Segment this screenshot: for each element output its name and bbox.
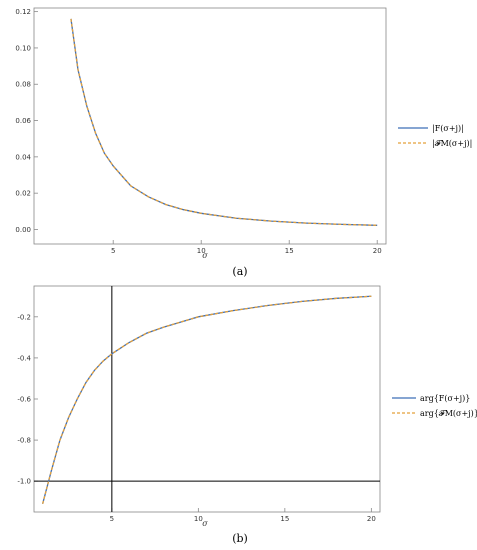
- legend-label-b-1: arg{𝓕M(σ+j)}: [420, 409, 477, 418]
- series-line-b-0: [42, 295, 372, 504]
- x-tick-label-a-3: 20: [373, 247, 382, 255]
- x-tick-label-b-3: 20: [367, 515, 376, 523]
- plot-frame-b: [33, 285, 381, 513]
- reference-lines-b: [34, 286, 380, 512]
- x-axis-label-b: σ: [202, 519, 208, 528]
- y-tick-label-b-3: -0.4: [17, 354, 31, 362]
- y-ticks-a: 0.00 0.02 0.04 0.06 0.08 0.10 0.12: [15, 8, 38, 234]
- y-tick-label-b-1: -0.8: [17, 437, 31, 445]
- x-tick-label-a-0: 5: [111, 247, 115, 255]
- y-tick-label-a-2: 0.04: [15, 153, 31, 161]
- x-tick-label-a-1: 10: [197, 247, 206, 255]
- caption-b: (b): [232, 532, 248, 545]
- y-tick-label-b-4: -0.2: [17, 313, 31, 321]
- x-ticks-b: 5 10 15 20: [110, 508, 376, 523]
- caption-a: (a): [232, 265, 247, 278]
- y-tick-label-a-3: 0.06: [15, 117, 31, 125]
- series-line-a-1: [70, 18, 378, 226]
- y-ticks-b: -1.0 -0.8 -0.6 -0.4 -0.2: [17, 313, 38, 486]
- legend-label-a-1: |𝓕M(σ+j)|: [432, 139, 472, 148]
- series-line-a-0: [70, 18, 378, 226]
- x-tick-label-b-0: 5: [110, 515, 114, 523]
- chart-panel-a: 5 10 15 20 0.00 0.02 0.04 0.06 0.08 0.10 0.12 σ (…: [15, 7, 472, 278]
- legend-label-b-0: arg{F(σ+j)}: [420, 394, 470, 403]
- y-tick-label-a-6: 0.12: [15, 8, 31, 16]
- series-line-b-1: [42, 295, 372, 504]
- y-tick-label-b-0: -1.0: [17, 478, 31, 486]
- x-axis-label-a: σ: [202, 251, 208, 260]
- series-lines-a: [70, 18, 378, 226]
- x-tick-label-b-1: 10: [194, 515, 203, 523]
- series-lines-b: [42, 295, 372, 504]
- chart-panel-b: 5 10 15 20 -1.0 -0.8 -0.6 -0.4 -0.2 σ (b) arg{F…: [17, 285, 477, 545]
- legend-label-a-0: |F(σ+j)|: [432, 124, 464, 133]
- y-tick-label-a-4: 0.08: [15, 81, 31, 89]
- x-tick-label-b-2: 15: [280, 515, 289, 523]
- x-ticks-a: 5 10 15 20: [111, 240, 382, 255]
- y-tick-label-a-0: 0.00: [15, 226, 31, 234]
- plot-frame-a: [33, 7, 387, 245]
- y-tick-label-a-5: 0.10: [15, 44, 31, 52]
- legend-b: arg{F(σ+j)} arg{𝓕M(σ+j)}: [392, 394, 477, 418]
- legend-a: |F(σ+j)| |𝓕M(σ+j)|: [398, 124, 472, 148]
- x-tick-label-a-2: 15: [285, 247, 294, 255]
- y-tick-label-b-2: -0.6: [17, 396, 31, 404]
- y-tick-label-a-1: 0.02: [15, 190, 31, 198]
